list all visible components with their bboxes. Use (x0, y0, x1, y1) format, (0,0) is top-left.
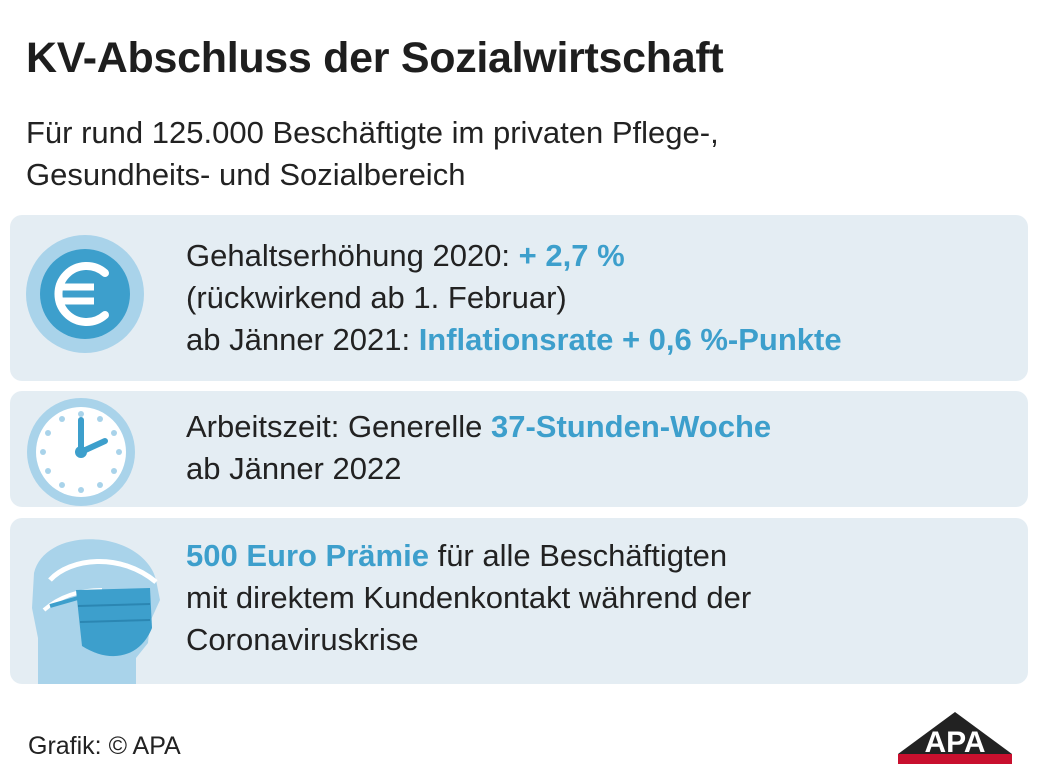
salary-card: Gehaltserhöhung 2020: + 2,7 % (rückwirke… (10, 215, 1028, 381)
apa-logo-text: APA (924, 726, 985, 759)
subtitle-line-1: Für rund 125.000 Beschäftigte im private… (26, 115, 719, 150)
worktime-text: Arbeitszeit: Generelle 37-Stunden-Woche … (186, 406, 771, 490)
bonus-amount: 500 Euro Prämie (186, 538, 429, 573)
euro-icon (26, 235, 144, 353)
bonus-line-1: 500 Euro Prämie für alle Beschäftigten (186, 535, 751, 577)
salary-line-3: ab Jänner 2021: Inflationsrate + 0,6 %-P… (186, 319, 842, 361)
bonus-line-3: Coronaviruskrise (186, 622, 419, 657)
face-mask-person-icon (32, 539, 160, 684)
apa-logo: APA (898, 712, 1012, 764)
salary-2021-label: ab Jänner 2021: (186, 322, 419, 357)
worktime-line-2: ab Jänner 2022 (186, 451, 402, 486)
weekly-hours-value: 37-Stunden-Woche (490, 409, 772, 444)
salary-line-2: (rückwirkend ab 1. Februar) (186, 280, 567, 315)
bonus-card: 500 Euro Prämie für alle Beschäftigten m… (10, 518, 1028, 684)
salary-increase-value: + 2,7 % (518, 238, 625, 273)
worktime-label: Arbeitszeit: Generelle (186, 409, 491, 444)
worktime-card: Arbeitszeit: Generelle 37-Stunden-Woche … (10, 391, 1028, 507)
clock-icon (27, 398, 135, 506)
salary-label: Gehaltserhöhung 2020: (186, 238, 519, 273)
bonus-line-2: mit direktem Kundenkontakt während der (186, 580, 752, 615)
bonus-recipients: für alle Beschäftigten (428, 538, 728, 573)
worktime-line-1: Arbeitszeit: Generelle 37-Stunden-Woche (186, 406, 771, 448)
page-subtitle: Für rund 125.000 Beschäftigte im private… (26, 112, 719, 196)
graphic-credit: Grafik: © APA (28, 732, 181, 760)
salary-text: Gehaltserhöhung 2020: + 2,7 % (rückwirke… (186, 235, 842, 361)
salary-line-1: Gehaltserhöhung 2020: + 2,7 % (186, 235, 842, 277)
subtitle-line-2: Gesundheits- und Sozialbereich (26, 157, 466, 192)
inflation-value: Inflationsrate + 0,6 %-Punkte (418, 322, 842, 357)
page-title: KV-Abschluss der Sozialwirtschaft (26, 34, 724, 82)
bonus-text: 500 Euro Prämie für alle Beschäftigten m… (186, 535, 751, 661)
